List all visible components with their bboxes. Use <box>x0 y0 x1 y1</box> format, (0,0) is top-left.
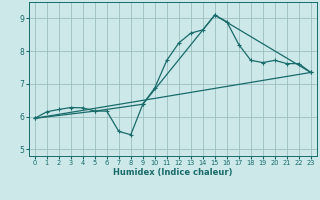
X-axis label: Humidex (Indice chaleur): Humidex (Indice chaleur) <box>113 168 233 177</box>
